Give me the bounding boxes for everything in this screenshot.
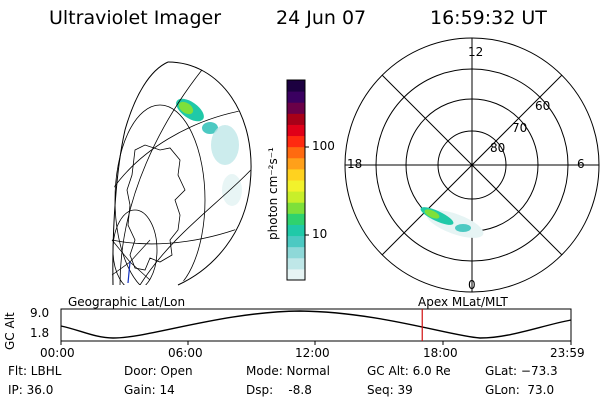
colorbar-band xyxy=(287,268,305,281)
polar-aurora-blob xyxy=(455,224,471,232)
mlt-12-label: 12 xyxy=(468,45,484,59)
polar-mlt-plot xyxy=(344,37,600,293)
colorbar xyxy=(287,80,305,281)
mlt-0-label: 0 xyxy=(468,278,476,292)
mlt-18-label: 18 xyxy=(347,157,363,171)
status-seq: Seq: 39 xyxy=(367,383,413,397)
colorbar-band xyxy=(287,113,305,125)
status-glat: GLat: −73.3 xyxy=(485,364,558,378)
coastline-outline xyxy=(126,144,186,271)
polar-aurora-core xyxy=(424,209,440,219)
status-dsp: Dsp: -8.8 xyxy=(246,383,312,397)
date-label: 24 Jun 07 xyxy=(276,7,367,29)
apex-coord-title: Apex MLat/MLT xyxy=(418,295,508,309)
latitude-circle xyxy=(112,209,158,285)
colorbar-band xyxy=(287,157,305,170)
instrument-title: Ultraviolet Imager xyxy=(49,7,222,29)
colorbar-band xyxy=(287,146,305,159)
parallel-line xyxy=(111,109,246,191)
y-tick-9: 9.0 xyxy=(30,306,50,320)
colorbar-unit-label: photon cm⁻²s⁻¹ xyxy=(266,147,280,240)
colorbar-band xyxy=(287,202,305,214)
geo-coord-title: Geographic Lat/Lon xyxy=(68,295,186,309)
colorbar-band xyxy=(287,102,305,114)
earth-limb-line xyxy=(167,61,252,286)
status-ip: IP: 36.0 xyxy=(8,383,54,397)
colorbar-band xyxy=(287,246,305,259)
colorbar-tick-10: 10 xyxy=(312,227,328,241)
x-tick-1800: 18:00 xyxy=(423,346,458,360)
aurora-diffuse-glow xyxy=(211,125,239,165)
x-tick-0000: 00:00 xyxy=(40,346,75,360)
x-tick-2359: 23:59 xyxy=(550,346,585,360)
colorbar-band xyxy=(287,124,305,137)
colorbar-band xyxy=(287,80,305,92)
colorbar-band xyxy=(287,235,305,248)
colorbar-tick-100: 100 xyxy=(312,139,335,153)
lat-60-label: 60 xyxy=(535,99,551,113)
altitude-curve xyxy=(60,310,572,339)
colorbar-band xyxy=(287,91,305,103)
colorbar-band xyxy=(287,213,305,225)
colorbar-band xyxy=(287,191,305,203)
status-door: Door: Open xyxy=(124,364,193,378)
status-flt: Flt: LBHL xyxy=(8,364,62,378)
latitude-circle xyxy=(114,104,206,285)
meridian-line xyxy=(139,159,251,285)
colorbar-band xyxy=(287,135,305,148)
subsatellite-track xyxy=(127,261,131,284)
timeline-frame xyxy=(60,308,572,342)
y-tick-1-8: 1.8 xyxy=(30,326,50,340)
time-label: 16:59:32 UT xyxy=(430,7,547,29)
status-mode: Mode: Normal xyxy=(246,364,330,378)
mlt-6-label: 6 xyxy=(577,157,585,171)
colorbar-band xyxy=(287,257,305,270)
aurora-emission-core xyxy=(178,101,194,115)
colorbar-band xyxy=(287,168,305,181)
colorbar-frame xyxy=(286,79,306,281)
aurora-emission-blob xyxy=(202,122,218,134)
aurora-diffuse-glow xyxy=(222,174,242,206)
status-gain: Gain: 14 xyxy=(124,383,175,397)
x-tick-1200: 12:00 xyxy=(295,346,330,360)
lat-70-label: 70 xyxy=(512,121,528,135)
status-glon: GLon: 73.0 xyxy=(485,383,555,397)
y-axis-label: GC Alt xyxy=(3,312,17,350)
meridian-line xyxy=(119,61,211,285)
parallel-line xyxy=(111,219,251,245)
x-tick-0600: 06:00 xyxy=(168,346,203,360)
colorbar-band xyxy=(287,224,305,237)
diagonal-axis xyxy=(381,74,563,256)
colorbar-band xyxy=(287,180,305,192)
status-gc-alt: GC Alt: 6.0 Re xyxy=(367,364,451,378)
lat-80-label: 80 xyxy=(490,141,506,155)
